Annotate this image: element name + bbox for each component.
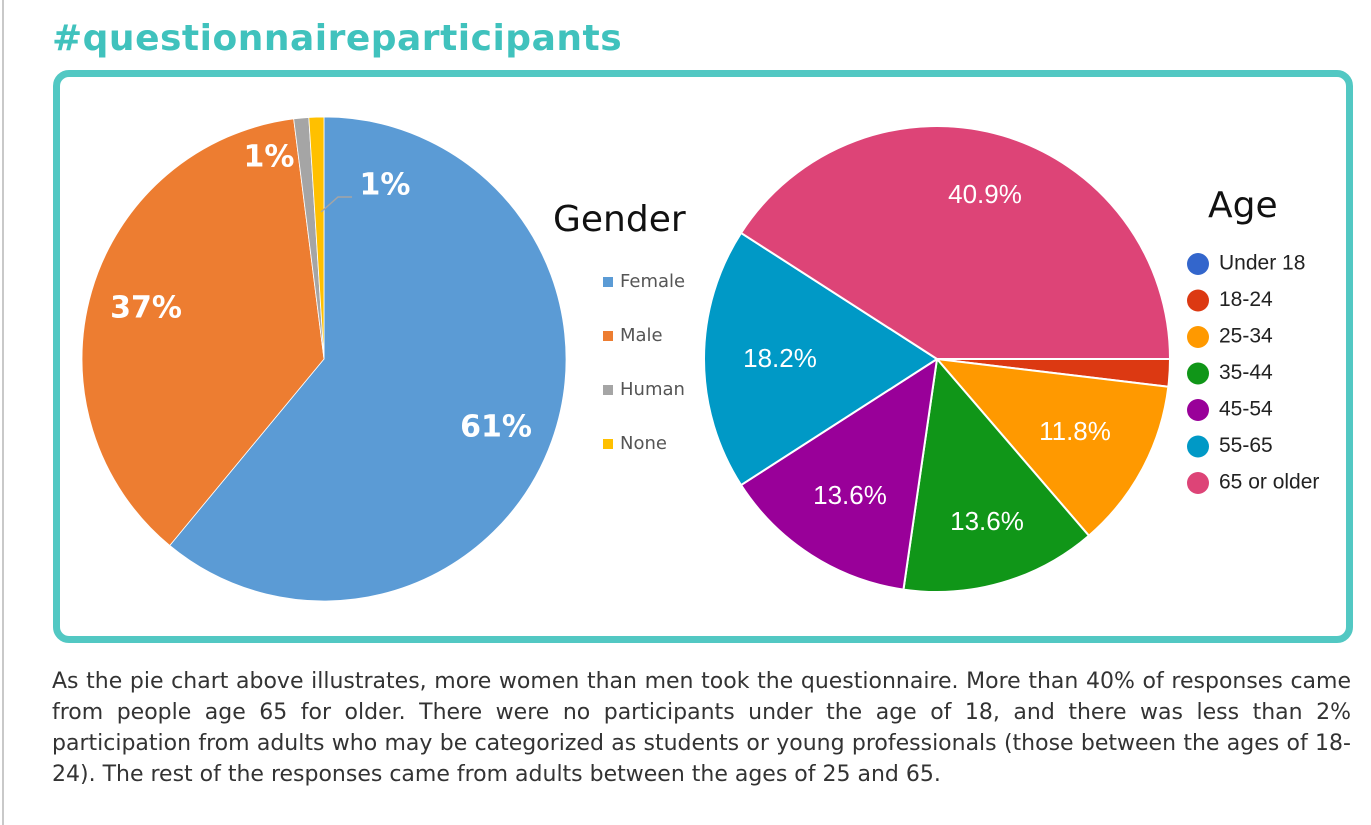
age-slice-25-34 <box>936 358 1170 537</box>
gender-legend-swatch-female <box>603 277 613 287</box>
age-slice-label-65-or-older: 40.9% <box>948 179 1022 209</box>
age-legend-label-25-34: 25-34 <box>1219 325 1273 348</box>
age-legend-label-55-65: 55-65 <box>1219 434 1273 457</box>
gender-legend-label-human: Human <box>620 379 685 400</box>
caption-paragraph: As the pie chart above illustrates, more… <box>52 669 1351 787</box>
page-title: #questionnaireparticipants <box>52 18 623 59</box>
age-slice-label-45-54: 13.6% <box>813 480 887 510</box>
gender-slice-label-human: 1% <box>244 140 295 175</box>
gender-leader-line-none <box>320 196 352 213</box>
age-legend-label-under-18: Under 18 <box>1219 252 1305 275</box>
gender-chart-title: Gender <box>553 199 686 240</box>
age-legend-label-45-54: 45-54 <box>1219 398 1273 421</box>
age-slice-65-or-older <box>740 125 1171 360</box>
age-slice-55-65 <box>703 231 938 487</box>
gender-legend-swatch-none <box>603 439 613 449</box>
age-legend-swatch-25-34 <box>1187 326 1209 348</box>
age-legend-swatch-55-65 <box>1187 435 1209 458</box>
gender-legend-swatch-male <box>603 331 613 341</box>
age-slice-45-54 <box>740 358 938 591</box>
age-legend-swatch-under-18 <box>1187 253 1209 275</box>
age-legend-swatch-18-24 <box>1187 289 1209 312</box>
gender-slice-male <box>81 118 325 546</box>
gender-slice-label-female: 61% <box>460 410 532 445</box>
gender-slice-female <box>169 116 567 602</box>
gender-pie-chart: 61% 37% 1% 1% Gender Female Male Human None <box>81 116 686 602</box>
gender-legend-swatch-human <box>603 385 613 395</box>
gender-slice-label-male: 37% <box>110 291 182 326</box>
gender-slice-none <box>308 116 325 360</box>
age-slice-label-25-34: 11.8% <box>1039 416 1111 446</box>
age-legend-swatch-35-44 <box>1187 362 1209 385</box>
age-legend-swatch-65-or-older <box>1187 472 1209 494</box>
age-chart-title: Age <box>1208 185 1278 226</box>
gender-slice-label-none: 1% <box>360 168 411 203</box>
age-pie-chart: 11.8% 13.6% 13.6% 18.2% 40.9% Age Under 18 18… <box>703 125 1319 593</box>
age-legend-label-18-24: 18-24 <box>1219 288 1273 311</box>
gender-legend-label-male: Male <box>620 325 663 346</box>
gender-legend-label-female: Female <box>620 271 685 292</box>
age-legend-label-35-44: 35-44 <box>1219 361 1273 384</box>
age-legend-label-65-or-older: 65 or older <box>1219 471 1319 494</box>
age-slice-35-44 <box>902 358 1090 593</box>
gender-legend-label-none: None <box>620 433 667 454</box>
age-legend-swatch-45-54 <box>1187 399 1209 421</box>
page-left-rule <box>2 0 4 825</box>
age-slice-label-55-65: 18.2% <box>743 343 817 373</box>
age-slice-label-35-44: 13.6% <box>950 506 1024 536</box>
